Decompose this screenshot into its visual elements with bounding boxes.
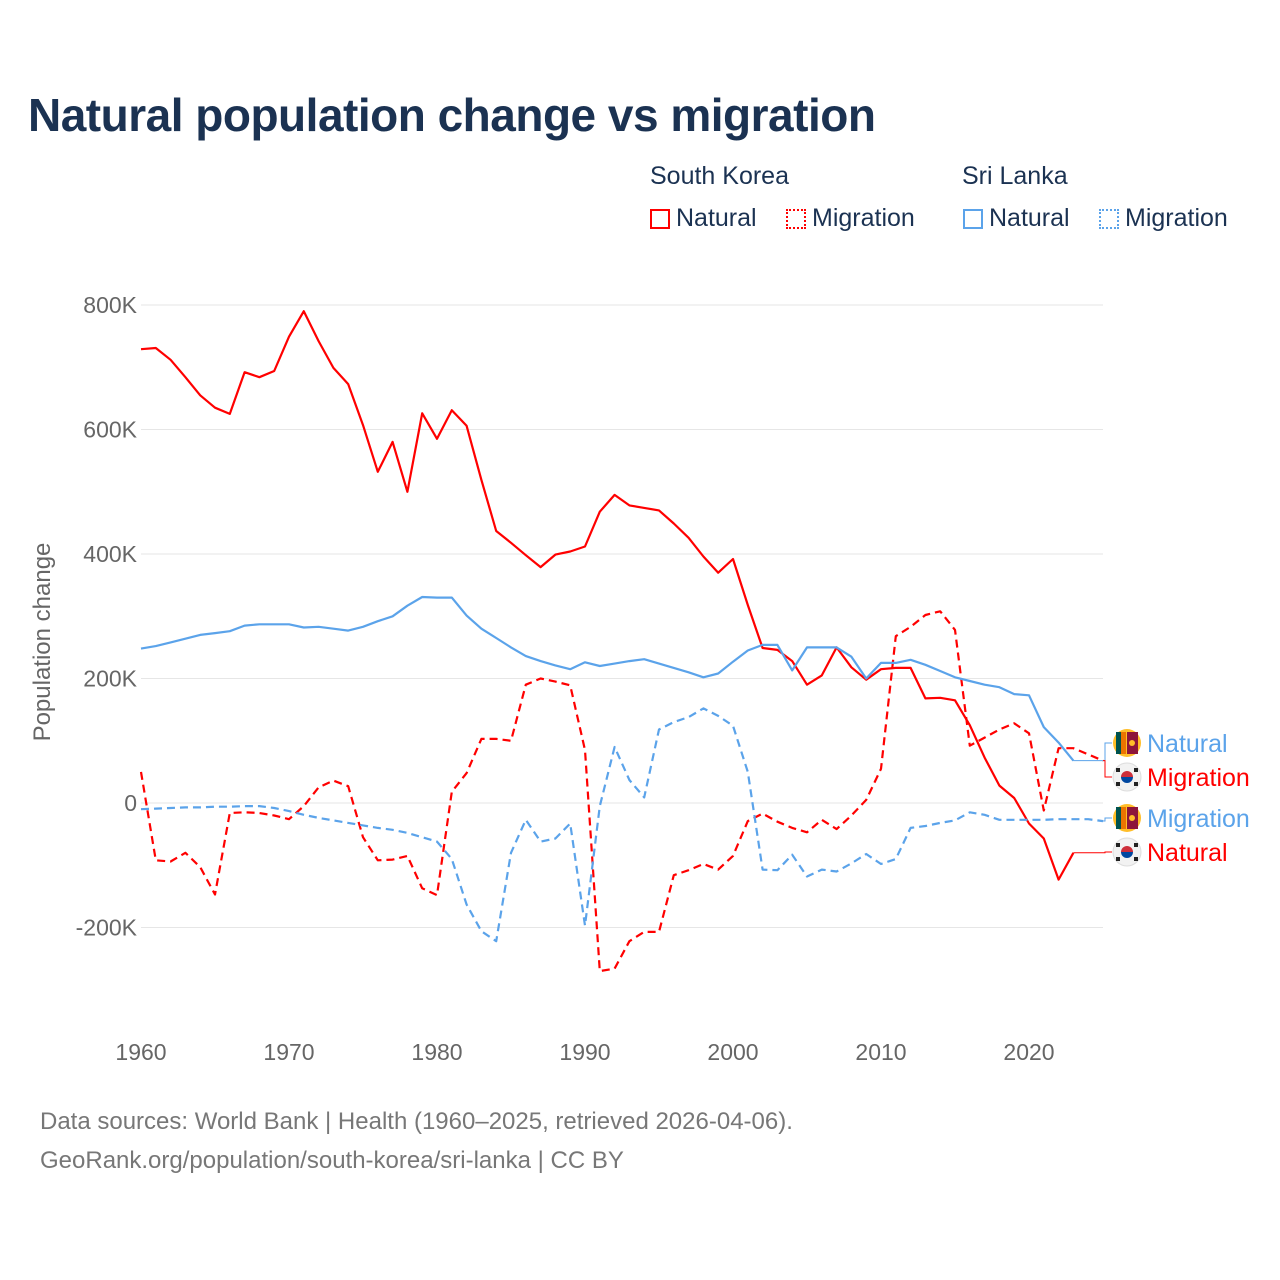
y-axis-label: Population change bbox=[29, 543, 56, 742]
chart-title: Natural population change vs migration bbox=[28, 89, 876, 141]
x-tick-label: 1990 bbox=[559, 1039, 610, 1065]
legend-item-sk-migration[interactable]: Migration bbox=[786, 204, 915, 233]
legend-label: Natural bbox=[676, 204, 757, 232]
x-tick-label: 1960 bbox=[115, 1039, 166, 1065]
y-tick-label: 0 bbox=[124, 790, 137, 816]
legend-item-sl-natural[interactable]: Natural bbox=[963, 204, 1070, 233]
y-tick-label: 600K bbox=[83, 417, 137, 443]
end-label: Natural bbox=[1147, 730, 1228, 758]
y-tick-label: -200K bbox=[76, 915, 138, 941]
end-label-connector bbox=[1073, 851, 1112, 854]
legend-swatch-dotted-blue bbox=[1099, 208, 1119, 229]
y-tick-label: 800K bbox=[83, 292, 137, 318]
end-label: Natural bbox=[1147, 839, 1228, 867]
sri-lanka-flag-icon bbox=[1113, 729, 1141, 757]
y-tick-label: 400K bbox=[83, 541, 137, 567]
legend-group-south-korea: South Korea bbox=[650, 162, 789, 190]
y-tick-label: 200K bbox=[83, 666, 137, 692]
south-korea-flag-icon bbox=[1112, 837, 1142, 867]
x-tick-label: 1980 bbox=[411, 1039, 462, 1065]
footer-link[interactable]: GeoRank.org/population/south-korea/sri-l… bbox=[40, 1147, 624, 1174]
end-label: Migration bbox=[1147, 805, 1250, 833]
sri-lanka-flag-icon bbox=[1113, 804, 1141, 832]
legend-label: Natural bbox=[989, 204, 1070, 232]
legend-swatch-solid-red bbox=[650, 208, 670, 229]
legend-swatch-solid-blue bbox=[963, 208, 983, 229]
series-line-sri-lanka-natural[interactable] bbox=[140, 595, 1075, 762]
x-tick-label: 2020 bbox=[1003, 1039, 1054, 1065]
end-label-connector bbox=[1103, 817, 1112, 822]
legend-label: Migration bbox=[1125, 204, 1228, 232]
end-label-connector bbox=[1103, 760, 1112, 778]
footer-sources: Data sources: World Bank | Health (1960–… bbox=[40, 1108, 793, 1135]
series-line-sri-lanka-migration[interactable] bbox=[140, 707, 1104, 943]
legend-item-sl-migration[interactable]: Migration bbox=[1099, 204, 1228, 233]
legend-group-sri-lanka: Sri Lanka bbox=[962, 162, 1068, 190]
legend-label: Migration bbox=[812, 204, 915, 232]
x-tick-label: 1970 bbox=[263, 1039, 314, 1065]
x-tick-label: 2000 bbox=[707, 1039, 758, 1065]
series-line-south-korea-migration[interactable] bbox=[139, 610, 1104, 973]
south-korea-flag-icon bbox=[1112, 762, 1142, 792]
x-tick-label: 2010 bbox=[855, 1039, 906, 1065]
series-line-south-korea-natural[interactable] bbox=[140, 310, 1075, 881]
end-label: Migration bbox=[1147, 764, 1250, 792]
legend-swatch-dotted-red bbox=[786, 208, 806, 229]
legend-item-sk-natural[interactable]: Natural bbox=[650, 204, 757, 233]
end-label-connector bbox=[1073, 742, 1112, 762]
